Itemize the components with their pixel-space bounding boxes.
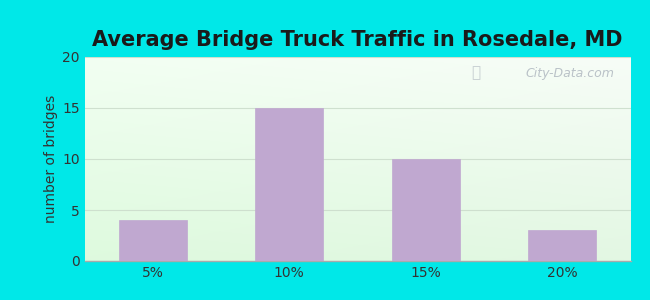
Bar [391, 159, 460, 261]
Text: ⦿: ⦿ [471, 65, 480, 80]
Bar [118, 220, 187, 261]
Title: Average Bridge Truck Traffic in Rosedale, MD: Average Bridge Truck Traffic in Rosedale… [92, 30, 623, 50]
Y-axis label: number of bridges: number of bridges [44, 95, 58, 223]
Bar [528, 230, 597, 261]
Bar [255, 108, 324, 261]
Text: City-Data.com: City-Data.com [525, 67, 614, 80]
